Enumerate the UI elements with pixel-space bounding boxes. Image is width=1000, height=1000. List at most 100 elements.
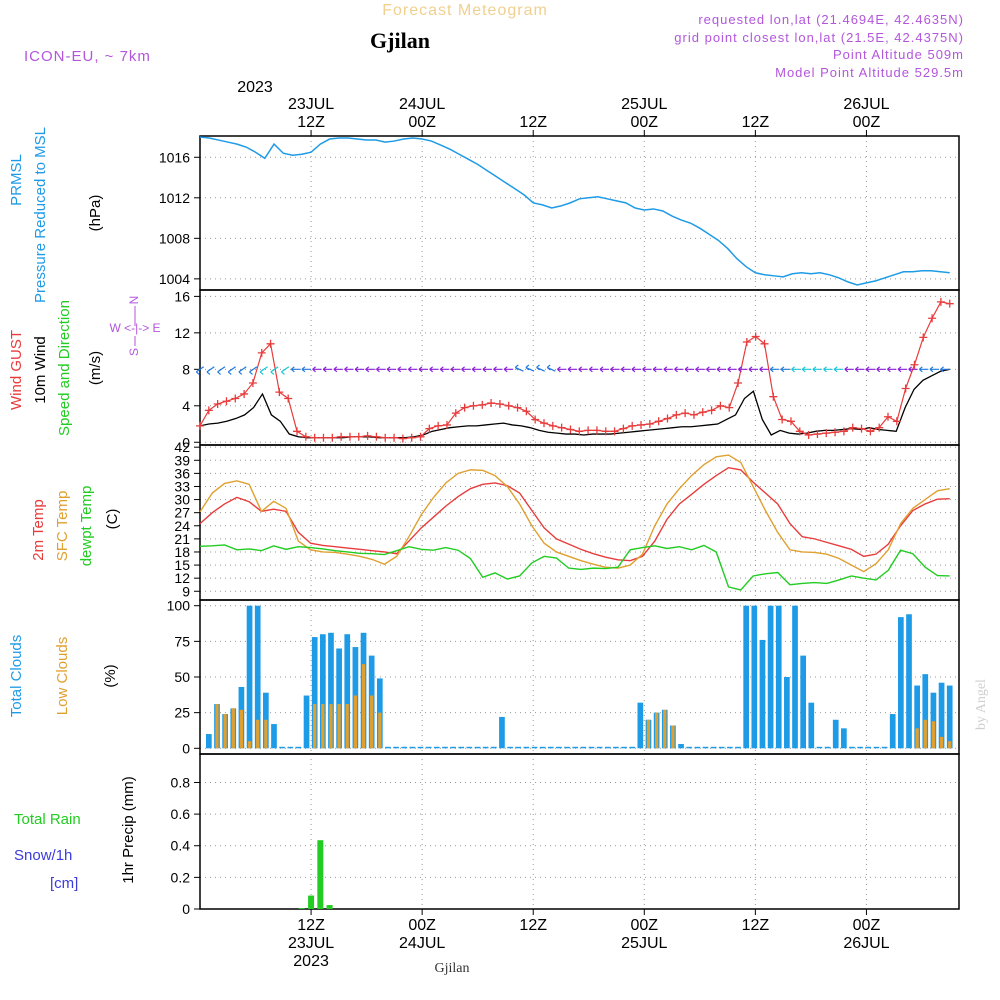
total-cloud-bar [873,746,880,749]
gust-marker [398,434,407,443]
gust-marker [319,433,328,442]
y-tick-label: 75 [174,633,190,649]
total-cloud-bar [539,746,546,749]
pressure-label-msl: Pressure Reduced to MSL [32,127,49,303]
rain-bar [298,908,305,909]
temp-line-2 [199,544,950,591]
wind-direction-arrow [908,366,918,373]
total-cloud-bar [303,695,310,749]
gust-marker [513,403,522,412]
total-cloud-bar [499,716,505,749]
gust-marker [795,427,804,436]
gust-marker [919,333,928,342]
gust-marker [804,430,813,439]
low-cloud-bar [223,714,227,749]
clouds-unit: (%) [102,664,119,687]
wind-direction-arrow [536,364,545,372]
y-tick-label: 12 [174,570,190,586]
gust-marker [945,299,954,308]
gust-marker [672,410,681,419]
wind-direction-arrow [844,366,854,373]
wind-direction-arrow [471,366,482,373]
gust-marker [469,401,478,410]
total-cloud-bar [531,746,538,749]
gust-marker [487,399,496,408]
wind-direction-arrow [206,366,215,375]
total-cloud-bar [271,724,277,749]
wind-direction-arrow [238,366,247,375]
bottom-time-label: 12Z [519,917,547,934]
wind-direction-arrow [567,366,578,373]
wind-direction-arrow [780,366,790,373]
total-cloud-bar [816,746,823,749]
wind-direction-arrow [706,366,716,373]
low-cloud-bar [321,704,325,749]
wind-direction-arrow [354,366,365,373]
top-year-label: 2023 [237,79,273,96]
wind-direction-arrow [663,366,673,373]
gust-marker [742,337,751,346]
y-tick-label: 39 [174,452,190,468]
total-cloud-bar [792,605,798,749]
wind-direction-arrow [376,366,386,373]
bottom-time-label: 12Z [742,917,770,934]
total-cloud-bar [580,746,587,749]
wind-direction-arrow [493,366,503,373]
gust-marker [425,424,434,433]
y-tick-label: 24 [174,518,190,534]
snow-legend: Snow/1h [14,847,72,864]
wind-direction-arrow [801,366,812,373]
gust-marker [936,297,945,306]
y-tick-label: 0 [182,434,190,450]
y-tick-label: 0 [182,740,190,756]
wind-10m-line [199,368,950,439]
y-tick-label: 15 [174,557,190,573]
gust-marker [301,432,310,441]
wind-direction-arrow [940,366,950,373]
total-cloud-bar [466,746,473,749]
wind-direction-arrow [812,366,822,373]
gust-marker [451,409,460,418]
gust-marker [575,427,584,436]
gust-marker [831,428,840,437]
wind-direction-arrow [450,366,460,373]
low-cloud-bar [671,725,675,749]
low-cloud-bar [948,741,952,749]
wind-direction-arrow [312,366,322,373]
gust-marker [275,388,284,397]
gust-marker [707,406,716,415]
plot-area: 1004100810121016048121691215182124273033… [8,96,960,970]
temp-line-1 [199,454,950,573]
bottom-time-label: 00Z [631,917,659,934]
total-cloud-bar [613,746,619,749]
wind-direction-arrow [727,366,737,373]
total-cloud-bar [344,634,351,749]
model-label: ICON-EU, ~ 7km [24,48,151,65]
total-cloud-bar [458,746,465,749]
gust-marker [584,426,593,435]
bottom-time-label: 00Z [408,917,436,934]
gust-marker [213,399,222,408]
low-cloud-bar [239,709,244,749]
snow-unit-legend: [cm] [50,875,78,892]
total-cloud-bar [898,617,904,749]
wind-direction-arrow [855,366,865,373]
wind-direction-arrow [759,366,769,373]
total-cloud-bar [442,746,448,749]
low-cloud-bar [923,719,927,749]
wind-direction-arrow [525,364,535,372]
total-cloud-bar [824,746,831,749]
gust-marker [390,433,399,442]
total-cloud-bar [710,746,717,749]
wind-direction-arrow [344,366,354,373]
wind-direction-arrow [578,366,588,373]
point-altitude: Point Altitude 509m [833,47,964,62]
gust-marker [284,394,293,403]
wind-direction-arrow [918,366,929,373]
y-tick-label: 16 [174,288,190,304]
y-tick-label: 1016 [159,149,190,165]
y-tick-label: 50 [174,669,190,685]
gust-marker [478,400,487,409]
total-cloud-bar [596,746,603,749]
